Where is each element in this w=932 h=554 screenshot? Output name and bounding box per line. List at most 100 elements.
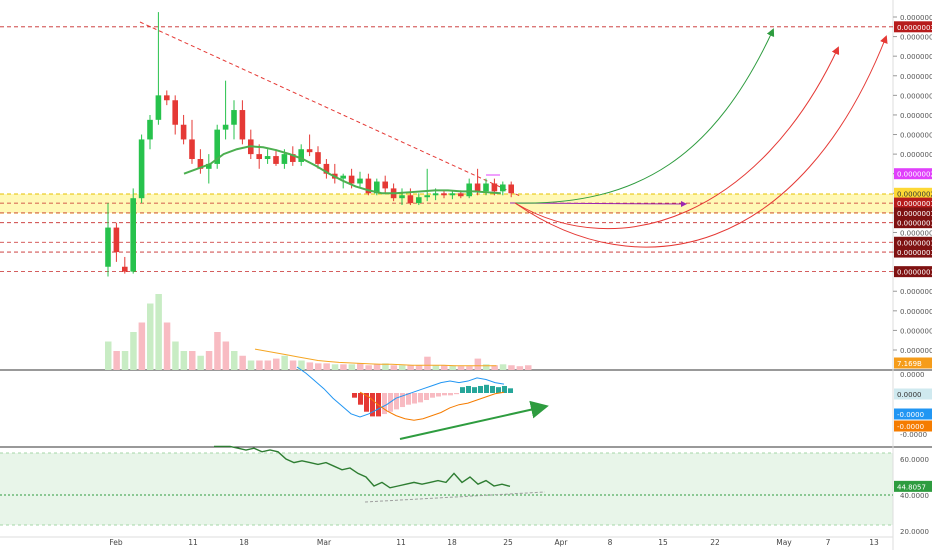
y-tick-label: 0.00000004: [900, 347, 932, 355]
price-tag: [894, 236, 932, 248]
macd-hist-bar: [412, 393, 417, 404]
candle-body: [206, 163, 212, 169]
volume-bar: [289, 360, 297, 370]
candle-body: [273, 156, 279, 164]
candle-body: [500, 184, 506, 192]
x-tick-label: Apr: [555, 538, 569, 547]
y-tick-label: 0.00000006: [900, 327, 932, 335]
volume-bar: [306, 362, 314, 370]
candle-body: [231, 110, 237, 125]
macd-hist-bar: [400, 393, 405, 408]
rsi-tick-label: 20.0000: [900, 528, 929, 536]
volume-bar: [155, 294, 162, 370]
macd-hist-bar: [496, 387, 501, 393]
price-tag: [894, 21, 932, 33]
y-tick-label: 0.00000034: [900, 53, 932, 61]
price-tag: [894, 197, 932, 209]
candle-body: [483, 183, 489, 192]
candle-body: [315, 152, 321, 164]
volume-bar: [214, 332, 221, 370]
rsi-line: [214, 445, 511, 489]
volume-bar: [105, 341, 112, 370]
macd-hist-bar: [460, 387, 465, 393]
projection-arrow-mid: [514, 46, 840, 230]
x-tick-label: 18: [447, 538, 457, 547]
candle-body: [130, 198, 136, 272]
x-tick-label: Mar: [317, 538, 332, 547]
volume-bar: [189, 351, 196, 370]
volume-bar: [281, 355, 288, 370]
macd-hist-bar: [508, 388, 513, 393]
candle-body: [147, 119, 153, 140]
x-tick-label: 11: [396, 538, 406, 547]
volume-bar: [348, 364, 356, 370]
macd-hist-bar: [430, 393, 435, 398]
price-tags: 0.000000370.000000220.000000200.00000020…: [894, 21, 932, 369]
candle-body: [164, 95, 170, 101]
macd-value-tag: [894, 420, 932, 432]
macd-value-tag: [894, 408, 932, 420]
y-tick-label: 0.00000024: [900, 151, 932, 159]
macd-value-tag-label: -0.0000: [897, 411, 924, 419]
volume-bar: [231, 351, 238, 370]
x-tick-label: 11: [188, 538, 198, 547]
volume-bar: [466, 366, 473, 370]
candle-body: [138, 139, 145, 199]
macd-hist-bar: [490, 385, 495, 393]
volume-bar: [432, 365, 440, 370]
macd-histogram: [352, 384, 513, 417]
macd-tick-label: -0.0000: [900, 431, 927, 439]
candle-body: [290, 154, 296, 162]
price-tag: [894, 187, 932, 199]
volume-bar: [499, 364, 507, 370]
candle-body: [491, 183, 498, 192]
macd-value-tag: [894, 388, 932, 400]
macd-value-tag-label: -0.0000: [897, 423, 924, 431]
candle-body: [458, 193, 464, 197]
volume-bar: [382, 363, 389, 370]
candle-body: [189, 139, 195, 160]
volume-bar: [273, 358, 280, 370]
macd-hist-bar: [382, 393, 387, 415]
x-tick-label: 22: [710, 538, 720, 547]
price-tag: [894, 246, 932, 258]
candle-body: [449, 193, 456, 196]
price-tag: [894, 207, 932, 219]
price-tag-label: 0.00000012: [897, 269, 932, 277]
macd-value-tag-label: 0.0000: [897, 391, 922, 399]
macd-signal-line: [359, 391, 505, 421]
rsi-axis: 60.0000 40.0000 20.0000 44.8057: [894, 456, 932, 536]
y-tick-label: 0.00000030: [900, 92, 932, 100]
y-tick-label: 0.00000028: [900, 112, 932, 120]
y-tick-label: 0.00000036: [900, 34, 932, 42]
candle-body: [374, 181, 380, 194]
candle-body: [180, 124, 187, 140]
macd-hist-bar: [442, 393, 447, 396]
volume-bar: [491, 365, 498, 370]
x-tick-label: 15: [658, 538, 668, 547]
volume-bar: [357, 363, 364, 370]
volume-bar: [138, 322, 146, 370]
macd-hist-bar: [406, 393, 411, 405]
volume-bar: [516, 366, 524, 370]
x-axis-labels: Feb 11 18 Mar 11 18 25 Apr 8 15 22 May 7 13: [109, 538, 879, 547]
macd-axis: 0.0000-0.00000.0000-0.0000-0.0000: [894, 371, 932, 439]
macd-tick-label: 0.0000: [900, 371, 925, 379]
volume-bar: [457, 366, 465, 370]
macd-hist-bar: [370, 393, 375, 417]
candle-body: [281, 154, 288, 164]
x-tick-label: 7: [826, 538, 831, 547]
x-tick-label: 18: [239, 538, 249, 547]
rsi-value-tag: [894, 480, 932, 492]
volume-bar: [340, 364, 347, 370]
volume-bar: [424, 356, 431, 370]
volume-bar: [415, 365, 423, 370]
candle-body: [172, 100, 178, 125]
macd-hist-bar: [454, 393, 459, 395]
price-tag-label: 0.00000015: [897, 239, 932, 247]
y-tick-label: 0.00000032: [900, 73, 932, 81]
macd-line: [296, 366, 505, 418]
volume-bar: [113, 351, 120, 370]
